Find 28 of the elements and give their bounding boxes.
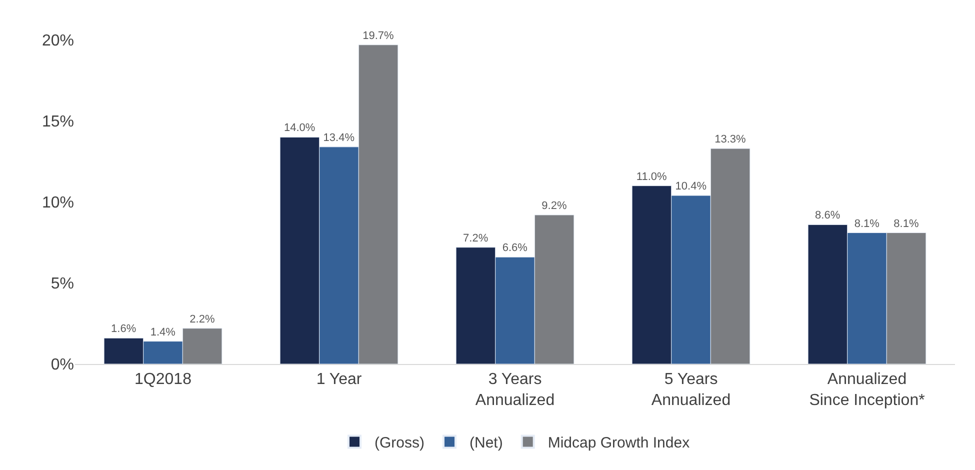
legend-label: (Net) — [470, 434, 503, 452]
y-tick-label: 5% — [50, 276, 74, 293]
data-label: 19.7% — [362, 30, 394, 42]
x-tick-label: 1Q2018 — [134, 371, 192, 388]
data-label: 13.3% — [714, 134, 746, 146]
data-label: 9.2% — [542, 200, 567, 212]
y-tick-label: 10% — [42, 194, 74, 212]
data-label: 8.1% — [854, 218, 880, 230]
data-label: 8.6% — [815, 210, 840, 222]
legend-label: (Gross) — [374, 434, 424, 452]
data-label: 11.0% — [636, 170, 667, 183]
y-tick-label: 15% — [42, 114, 74, 131]
data-label: 10.4% — [675, 180, 707, 193]
legend-label: Midcap Growth Index — [548, 434, 690, 452]
data-label: 2.2% — [190, 313, 215, 326]
y-tick-label: 0% — [50, 356, 74, 374]
data-label: 1.4% — [150, 326, 176, 338]
data-label: 8.1% — [894, 218, 919, 230]
x-tick-label: 3 Years Annualized — [475, 371, 555, 409]
data-label: 13.4% — [323, 132, 355, 144]
x-tick-label: Annualized Since Inception* — [809, 371, 925, 409]
x-tick-label: 1 Year — [316, 371, 362, 388]
data-label: 14.0% — [284, 122, 316, 134]
data-label: 1.6% — [111, 323, 136, 336]
x-tick-label: 5 Years Annualized — [651, 371, 731, 409]
data-label: 7.2% — [463, 232, 488, 244]
y-tick-label: 20% — [42, 32, 74, 50]
data-label: 6.6% — [502, 242, 528, 254]
